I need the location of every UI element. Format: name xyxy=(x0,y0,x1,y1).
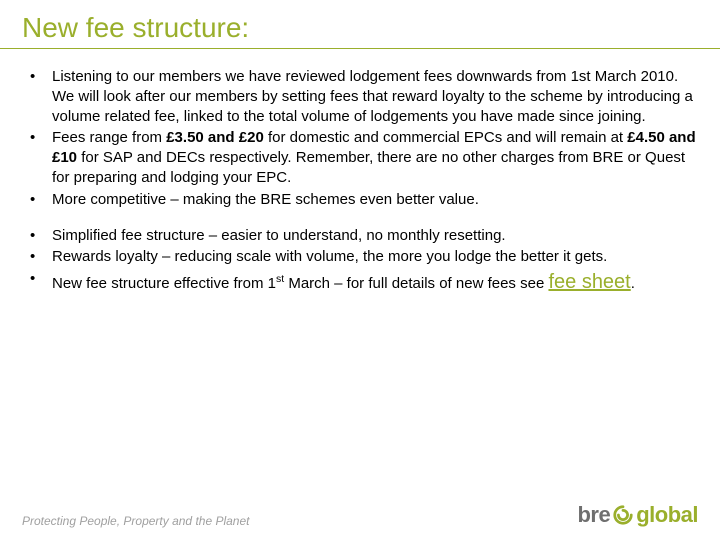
bullet-item: Rewards loyalty – reducing scale with vo… xyxy=(22,247,698,267)
logo-text-bre: bre xyxy=(577,502,610,528)
footer: Protecting People, Property and the Plan… xyxy=(0,484,720,540)
bullet-group-2: Simplified fee structure – easier to und… xyxy=(22,226,698,296)
bullet-item: Simplified fee structure – easier to und… xyxy=(22,226,698,246)
logo-swirl-icon xyxy=(612,504,634,526)
logo-text-global: global xyxy=(636,502,698,528)
content-area: Listening to our members we have reviewe… xyxy=(0,49,720,296)
bullet-item: More competitive – making the BRE scheme… xyxy=(22,190,698,210)
bullet-item: New fee structure effective from 1st Mar… xyxy=(22,269,698,295)
bullet-group-1: Listening to our members we have reviewe… xyxy=(22,67,698,210)
bullet-item: Listening to our members we have reviewe… xyxy=(22,67,698,126)
page-title: New fee structure: xyxy=(0,0,720,49)
fee-sheet-link[interactable]: fee sheet xyxy=(548,271,630,293)
brand-logo: bre global xyxy=(577,502,698,528)
footer-tagline: Protecting People, Property and the Plan… xyxy=(22,514,249,528)
bullet-item: Fees range from £3.50 and £20 for domest… xyxy=(22,128,698,187)
